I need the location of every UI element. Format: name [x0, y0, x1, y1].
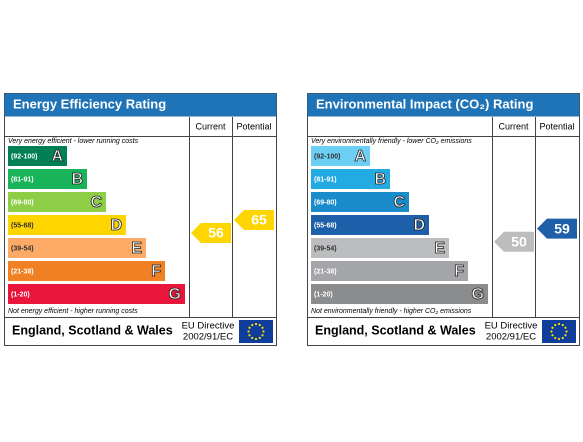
- band-letter: C: [90, 194, 102, 211]
- directive: 2002/91/EC: [183, 332, 233, 343]
- band-range: (55-68): [314, 222, 337, 229]
- rating-marker: [537, 218, 577, 239]
- rating-marker: [494, 231, 534, 252]
- rating-band: [311, 261, 468, 281]
- rating-band: [311, 238, 449, 258]
- rating-band: [8, 215, 126, 235]
- band-letter: E: [131, 240, 142, 257]
- band-range: (69-80): [11, 199, 34, 206]
- band-letter: A: [354, 148, 366, 165]
- eu-star: [564, 326, 567, 329]
- rating-band: [8, 261, 165, 281]
- rating-value: 65: [251, 212, 267, 228]
- eu-star: [251, 336, 254, 340]
- eu-star: [248, 334, 251, 337]
- band-letter: D: [413, 217, 425, 234]
- band-letter: G: [169, 286, 181, 303]
- band-letter: B: [71, 171, 83, 188]
- eu-star: [251, 323, 254, 327]
- eu-star: [262, 330, 265, 333]
- eu-star: [261, 326, 264, 329]
- band-letter: G: [472, 286, 484, 303]
- band-range: (81-91): [314, 176, 337, 183]
- band-range: (81-91): [11, 176, 34, 183]
- eu-star: [550, 330, 553, 333]
- band-range: (69-80): [314, 199, 337, 206]
- top-note: Very energy efficient - lower running co…: [8, 138, 139, 145]
- eu-star: [554, 336, 557, 340]
- band-range: (92-100): [314, 153, 340, 160]
- panel-title: Environmental Impact (CO₂) Rating: [316, 96, 533, 111]
- band-letter: E: [434, 240, 445, 257]
- rating-band: [8, 284, 185, 304]
- column-header: Current: [498, 121, 529, 131]
- region: England, Scotland & Wales: [12, 323, 173, 337]
- column-header: Potential: [539, 121, 574, 131]
- column-header: Potential: [236, 121, 271, 131]
- band-range: (21-38): [314, 268, 337, 275]
- band-letter: C: [393, 194, 405, 211]
- band-range: (21-38): [11, 268, 34, 275]
- rating-value: 56: [208, 225, 224, 241]
- eu-star: [247, 330, 250, 333]
- rating-band: [8, 192, 106, 212]
- rating-marker: [234, 209, 274, 230]
- directive: EU Directive: [182, 321, 235, 332]
- rating-value: 50: [511, 233, 527, 249]
- eu-star: [554, 323, 557, 327]
- bottom-note: Not energy efficient - higher running co…: [8, 308, 138, 315]
- directive: EU Directive: [485, 321, 538, 332]
- band-range: (1-20): [11, 291, 30, 298]
- rating-band: [8, 238, 146, 258]
- rating-value: 59: [554, 220, 570, 236]
- panel-header: [4, 93, 277, 117]
- band-range: (55-68): [11, 222, 34, 229]
- panel-header: [307, 93, 580, 117]
- eu-star: [564, 334, 567, 337]
- eu-star: [248, 326, 251, 329]
- eu-star: [551, 334, 554, 337]
- eu-star: [561, 336, 564, 340]
- eu-flag: [239, 320, 273, 343]
- band-letter: F: [151, 263, 161, 280]
- eu-star: [551, 326, 554, 329]
- eu-star: [557, 322, 561, 326]
- eu-star: [258, 323, 261, 327]
- bottom-note: Not environmentally friendly - higher CO…: [311, 308, 472, 315]
- rating-band: [311, 215, 429, 235]
- rating-band: [8, 169, 87, 189]
- band-letter: D: [110, 217, 122, 234]
- eu-star: [565, 330, 568, 333]
- eu-star: [258, 336, 261, 340]
- band-letter: F: [454, 263, 464, 280]
- region: England, Scotland & Wales: [315, 323, 476, 337]
- rating-band: [311, 169, 390, 189]
- eu-flag: [542, 320, 576, 343]
- rating-band: [8, 146, 67, 166]
- band-letter: B: [374, 171, 386, 188]
- band-range: (1-20): [314, 291, 333, 298]
- eu-star: [561, 323, 564, 327]
- eu-star: [261, 334, 264, 337]
- eu-star: [557, 337, 561, 341]
- eu-star: [254, 322, 258, 326]
- rating-band: [311, 192, 409, 212]
- rating-band: [311, 146, 370, 166]
- band-range: (39-54): [314, 245, 337, 252]
- band-range: (39-54): [11, 245, 34, 252]
- directive: 2002/91/EC: [486, 332, 536, 343]
- band-range: (92-100): [11, 153, 37, 160]
- column-header: Current: [195, 121, 226, 131]
- rating-marker: [191, 223, 231, 243]
- rating-band: [311, 284, 488, 304]
- top-note: Very environmentally friendly - lower CO…: [311, 138, 472, 145]
- band-letter: A: [51, 148, 63, 165]
- eu-star: [254, 337, 258, 341]
- panel-title: Energy Efficiency Rating: [13, 96, 166, 111]
